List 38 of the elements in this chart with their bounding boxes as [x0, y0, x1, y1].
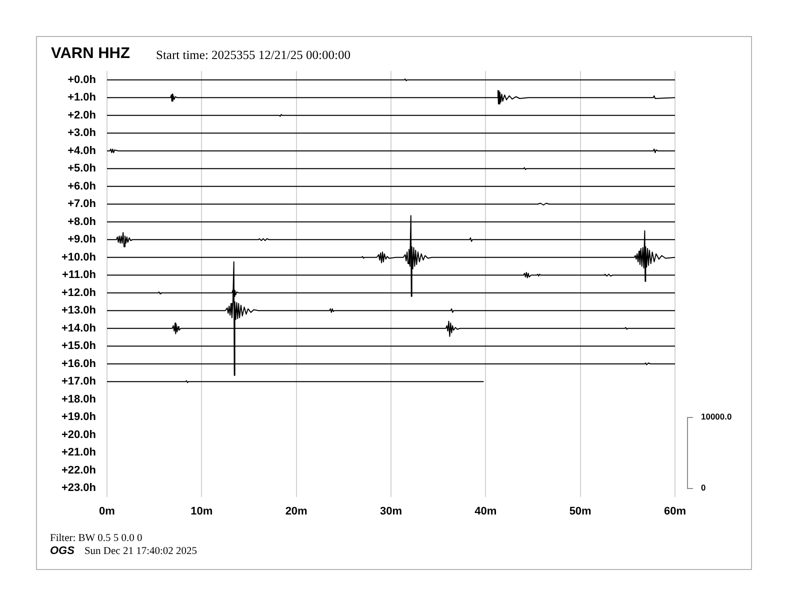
x-tick-label: 0m [99, 506, 116, 518]
y-tick-label: +10.0h [61, 251, 96, 264]
y-tick-label: +17.0h [61, 376, 96, 388]
x-tick-label: 40m [474, 506, 497, 518]
x-tick-label: 30m [380, 506, 402, 518]
y-tick-label: +1.0h [68, 92, 96, 104]
x-tick-label: 60m [664, 506, 686, 518]
y-tick-label: +18.0h [61, 393, 96, 406]
x-tick-label: 10m [190, 506, 213, 518]
y-tick-label: +13.0h [61, 304, 96, 317]
y-tick-label: +19.0h [61, 411, 96, 424]
chart-subtitle: Start time: 2025355 12/21/25 00:00:00 [156, 48, 350, 63]
y-tick-label: +9.0h [68, 234, 96, 246]
text: OGS [50, 545, 74, 557]
text: Filter: BW 0.5 5 0.0 0 [50, 532, 142, 545]
x-tick-label: 50m [569, 506, 592, 518]
text: Sun Dec 21 17:40:02 2025 [84, 546, 198, 557]
y-tick-label: +6.0h [68, 180, 96, 192]
y-tick-label: +0.0h [68, 74, 96, 86]
y-tick-label: +12.0h [61, 286, 96, 299]
y-tick-label: +5.0h [68, 162, 96, 175]
y-tick-label: +11.0h [62, 269, 96, 282]
y-tick-label: +23.0h [61, 482, 96, 494]
y-tick-label: +20.0h [61, 428, 96, 441]
x-tick-label: 20m [285, 506, 308, 518]
y-tick-label: +21.0h [61, 446, 96, 459]
y-tick-label: +3.0h [68, 127, 96, 140]
y2-tick-label: 10000.0 [701, 411, 732, 422]
y-tick-label: +14.0h [61, 322, 96, 334]
chart-title: VARN HHZ [51, 45, 130, 63]
y-tick-label: +8.0h [68, 216, 96, 228]
y-tick-label: +7.0h [68, 198, 96, 210]
y2-tick-label: 0 [701, 482, 706, 492]
y-tick-label: +2.0h [68, 109, 96, 122]
y-tick-label: +16.0h [61, 358, 96, 370]
y-tick-label: +15.0h [61, 340, 96, 352]
y-tick-label: +22.0h [61, 464, 96, 476]
y-tick-label: +4.0h [68, 144, 96, 157]
